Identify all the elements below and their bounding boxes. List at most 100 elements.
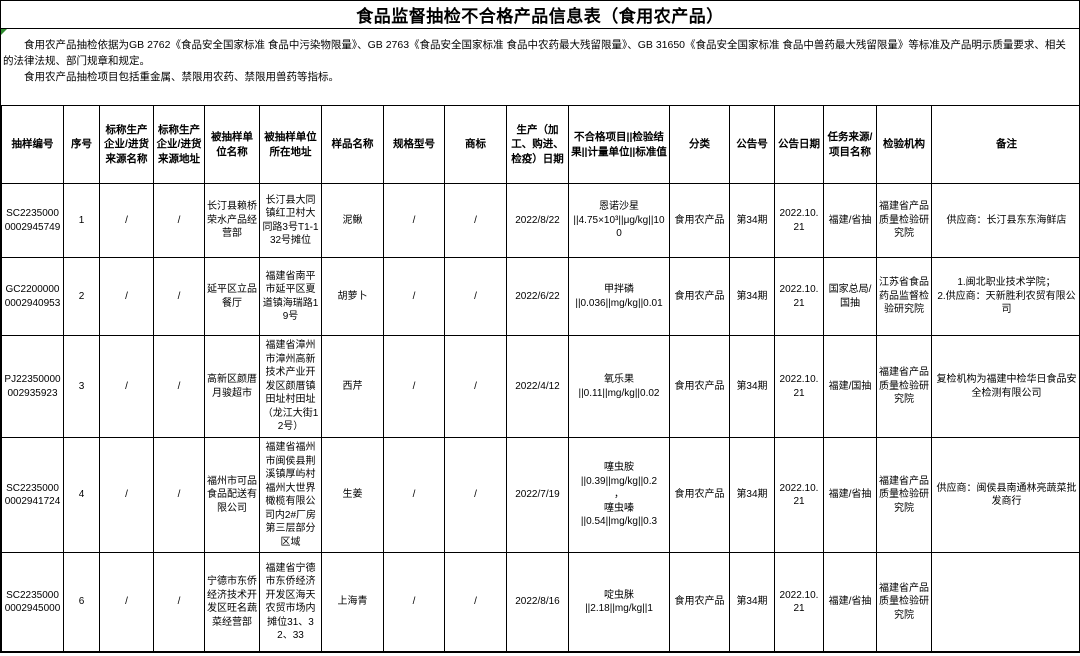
header-cell-2: 标称生产企业/进货来源名称: [99, 105, 154, 184]
table-cell: 恩诺沙星 ||4.75×10³||μg/kg||100: [568, 183, 670, 258]
table-cell: 氧乐果 ||0.11||mg/kg||0.02: [568, 335, 670, 438]
table-cell: 福建省产品质量检验研究院: [876, 183, 932, 258]
header-cell-9: 生产（加工、购进、检疫）日期: [506, 105, 569, 184]
table-cell: 福建省产品质量检验研究院: [876, 335, 932, 438]
report-table: 抽样编号 序号 标称生产企业/进货来源名称 标称生产企业/进货来源地址 被抽样单位名称被…: [1, 105, 1080, 652]
table-cell: 第34期: [729, 257, 775, 336]
table-cell: 食用农产品: [669, 335, 730, 438]
table-cell: PJ22350000002935923: [1, 335, 64, 438]
table-cell: 供应商：长汀县东东海鲜店: [931, 183, 1080, 258]
table-cell: 食用农产品: [669, 183, 730, 258]
table-cell: SC22350000002945000: [1, 552, 64, 652]
table-cell: SC22350000002945749: [1, 183, 64, 258]
header-cell-10: 不合格项目||检验结果||计量单位||标准值: [568, 105, 670, 184]
table-cell: 国家总局/国抽: [823, 257, 877, 336]
table-cell: /: [383, 552, 445, 652]
header-cell-8: 商标: [444, 105, 507, 184]
table-cell: [931, 552, 1080, 652]
table-cell: 福建省产品质量检验研究院: [876, 437, 932, 553]
table-cell: 2022/4/12: [506, 335, 569, 438]
table-cell: 江苏省食品药品监督检验研究院: [876, 257, 932, 336]
table-cell: 2022/8/22: [506, 183, 569, 258]
table-cell: /: [444, 183, 507, 258]
table-cell: /: [444, 552, 507, 652]
header-row: 抽样编号 序号 标称生产企业/进货来源名称 标称生产企业/进货来源地址 被抽样单位名称被…: [1, 105, 1080, 184]
table-cell: /: [99, 257, 154, 336]
table-cell: 胡萝卜: [321, 257, 384, 336]
table-cell: 1.闽北职业技术学院； 2.供应商：天新胜利农贸有限公司: [931, 257, 1080, 336]
header-cell-12: 公告号: [729, 105, 775, 184]
table-cell: 2022.10.21: [774, 552, 824, 652]
table-cell: 2: [63, 257, 100, 336]
table-cell: GC22000000002940953: [1, 257, 64, 336]
table-cell: /: [153, 335, 205, 438]
table-cell: 长汀县赖桥荣水产品经营部: [204, 183, 260, 258]
table-cell: 2022.10.21: [774, 335, 824, 438]
table-cell: 福建省产品质量检验研究院: [876, 552, 932, 652]
header-cell-4: 被抽样单位名称: [204, 105, 260, 184]
table-cell: 2022/8/16: [506, 552, 569, 652]
table-cell: 1: [63, 183, 100, 258]
notes-block: 食用农产品抽检依据为GB 2762《食品安全国家标准 食品中污染物限量》、GB …: [1, 29, 1079, 105]
table-cell: /: [153, 552, 205, 652]
table-cell: 4: [63, 437, 100, 553]
table-cell: /: [383, 257, 445, 336]
table-row: PJ22350000002935923 3// 高新区颜厝月骏超市 福建省漳州市漳州高…: [1, 335, 1080, 438]
table-cell: 甲拌磷 ||0.036||mg/kg||0.01: [568, 257, 670, 336]
table-cell: 第34期: [729, 552, 775, 652]
table-cell: 福州市可品食品配送有限公司: [204, 437, 260, 553]
table-cell: 2022/6/22: [506, 257, 569, 336]
cell-corner-marker-icon: [1, 29, 7, 35]
table-cell: /: [99, 335, 154, 438]
table-cell: 福建/省抽: [823, 183, 877, 258]
table-cell: /: [383, 437, 445, 553]
table-cell: 2022.10.21: [774, 257, 824, 336]
header-cell-6: 样品名称: [321, 105, 384, 184]
header-cell-5: 被抽样单位所在地址: [259, 105, 322, 184]
table-cell: 西芹: [321, 335, 384, 438]
notes-paragraph-2: 食用农产品抽检项目包括重金属、禁限用农药、禁限用兽药等指标。: [24, 70, 339, 83]
page-title: 食品监督抽检不合格产品信息表（食用农产品）: [1, 1, 1079, 29]
table-row: SC22350000002945000 6// 宁德市东侨经济技术开发区旺名蔬菜经营…: [1, 552, 1080, 652]
table-cell: /: [383, 335, 445, 438]
header-cell-16: 备注: [931, 105, 1080, 184]
header-cell-11: 分类: [669, 105, 730, 184]
table-cell: 延平区立品餐厅: [204, 257, 260, 336]
header-cell-1: 序号: [63, 105, 100, 184]
header-cell-7: 规格型号: [383, 105, 445, 184]
table-cell: /: [99, 437, 154, 553]
header-cell-15: 检验机构: [876, 105, 932, 184]
table-cell: 福建省宁德市东侨经济开发区海天农贸市场内摊位31、32、33: [259, 552, 322, 652]
table-cell: 2022.10.21: [774, 183, 824, 258]
table-cell: /: [99, 552, 154, 652]
table-cell: SC22350000002941724: [1, 437, 64, 553]
header-cell-0: 抽样编号: [1, 105, 64, 184]
table-row: GC22000000002940953 2// 延平区立品餐厅 福建省南平市延平区夏道…: [1, 257, 1080, 336]
table-cell: 食用农产品: [669, 257, 730, 336]
table-cell: 福建省南平市延平区夏道镇海瑞路19号: [259, 257, 322, 336]
table-cell: /: [444, 437, 507, 553]
table-cell: 福建省福州市闽侯县荆溪镇厚屿村福州大世界橄榄有限公司内2#厂房第三层部分区域: [259, 437, 322, 553]
table-cell: 福建省漳州市漳州高新技术产业开发区颜厝镇田址村田址（龙江大街12号）: [259, 335, 322, 438]
table-cell: 高新区颜厝月骏超市: [204, 335, 260, 438]
table-cell: /: [153, 183, 205, 258]
table-cell: 宁德市东侨经济技术开发区旺名蔬菜经营部: [204, 552, 260, 652]
table-cell: /: [153, 437, 205, 553]
table-cell: 福建/省抽: [823, 552, 877, 652]
table-cell: 福建/国抽: [823, 335, 877, 438]
table-row: SC22350000002941724 4// 福州市可品食品配送有限公司 福建省福州…: [1, 437, 1080, 553]
header-cell-13: 公告日期: [774, 105, 824, 184]
table-cell: 长汀县大同镇红卫村大同路3号T1-132号摊位: [259, 183, 322, 258]
table-cell: 生姜: [321, 437, 384, 553]
table-cell: /: [99, 183, 154, 258]
table-cell: 2022.10.21: [774, 437, 824, 553]
table-cell: 食用农产品: [669, 552, 730, 652]
notes-paragraph-1: 食用农产品抽检依据为GB 2762《食品安全国家标准 食品中污染物限量》、GB …: [3, 39, 1066, 67]
table-cell: /: [444, 335, 507, 438]
table-cell: 噻虫胺 ||0.39||mg/kg||0.2 ， 噻虫嗪 ||0.54||mg/…: [568, 437, 670, 553]
table-cell: /: [444, 257, 507, 336]
table-row: SC22350000002945749 1// 长汀县赖桥荣水产品经营部 长汀县大同镇…: [1, 183, 1080, 258]
table-cell: 2022/7/19: [506, 437, 569, 553]
table-cell: 福建/省抽: [823, 437, 877, 553]
